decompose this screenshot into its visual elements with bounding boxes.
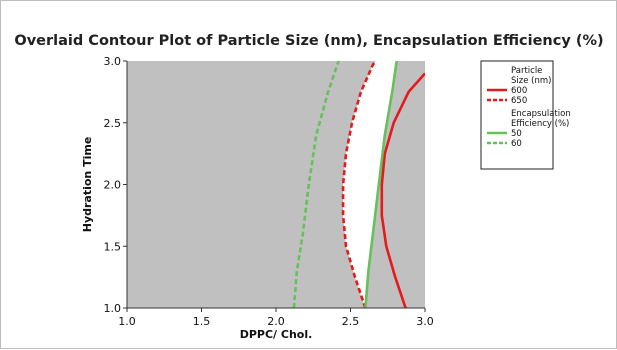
y-tick-label: 1.0: [104, 302, 122, 315]
x-tick-label: 2.0: [267, 315, 285, 328]
legend-item-label: 60: [511, 139, 522, 149]
x-tick-label: 1.0: [118, 315, 136, 328]
y-tick-label: 2.0: [104, 179, 122, 192]
contour-line-50: [364, 61, 398, 308]
y-axis-label: Hydration Time: [81, 137, 94, 233]
legend-item-label: 50: [511, 129, 522, 139]
legend-item-label: 650: [511, 96, 527, 106]
legend-group-title: Particle: [511, 66, 542, 76]
y-tick-label: 3.0: [104, 55, 122, 68]
x-tick-label: 2.5: [342, 315, 360, 328]
y-tick-label: 2.5: [104, 117, 122, 130]
legend-group-title: Efficiency (%): [511, 119, 569, 129]
contour-line-60: [292, 61, 340, 308]
x-tick-label: 1.5: [193, 315, 211, 328]
chart-title: Overlaid Contour Plot of Particle Size (…: [14, 33, 603, 49]
contour-line-650: [341, 61, 377, 308]
feasible-region: [343, 61, 397, 304]
y-tick-label: 1.5: [104, 240, 122, 253]
legend-group-title: Size (nm): [511, 76, 551, 86]
legend-item-label: 600: [511, 86, 527, 96]
legend-box: [480, 60, 554, 170]
x-axis-label: DPPC/ Chol.: [240, 328, 313, 341]
x-tick-label: 3.0: [416, 315, 434, 328]
contour-line-600: [380, 72, 425, 308]
legend-group-title: Encapsulation: [511, 109, 571, 119]
